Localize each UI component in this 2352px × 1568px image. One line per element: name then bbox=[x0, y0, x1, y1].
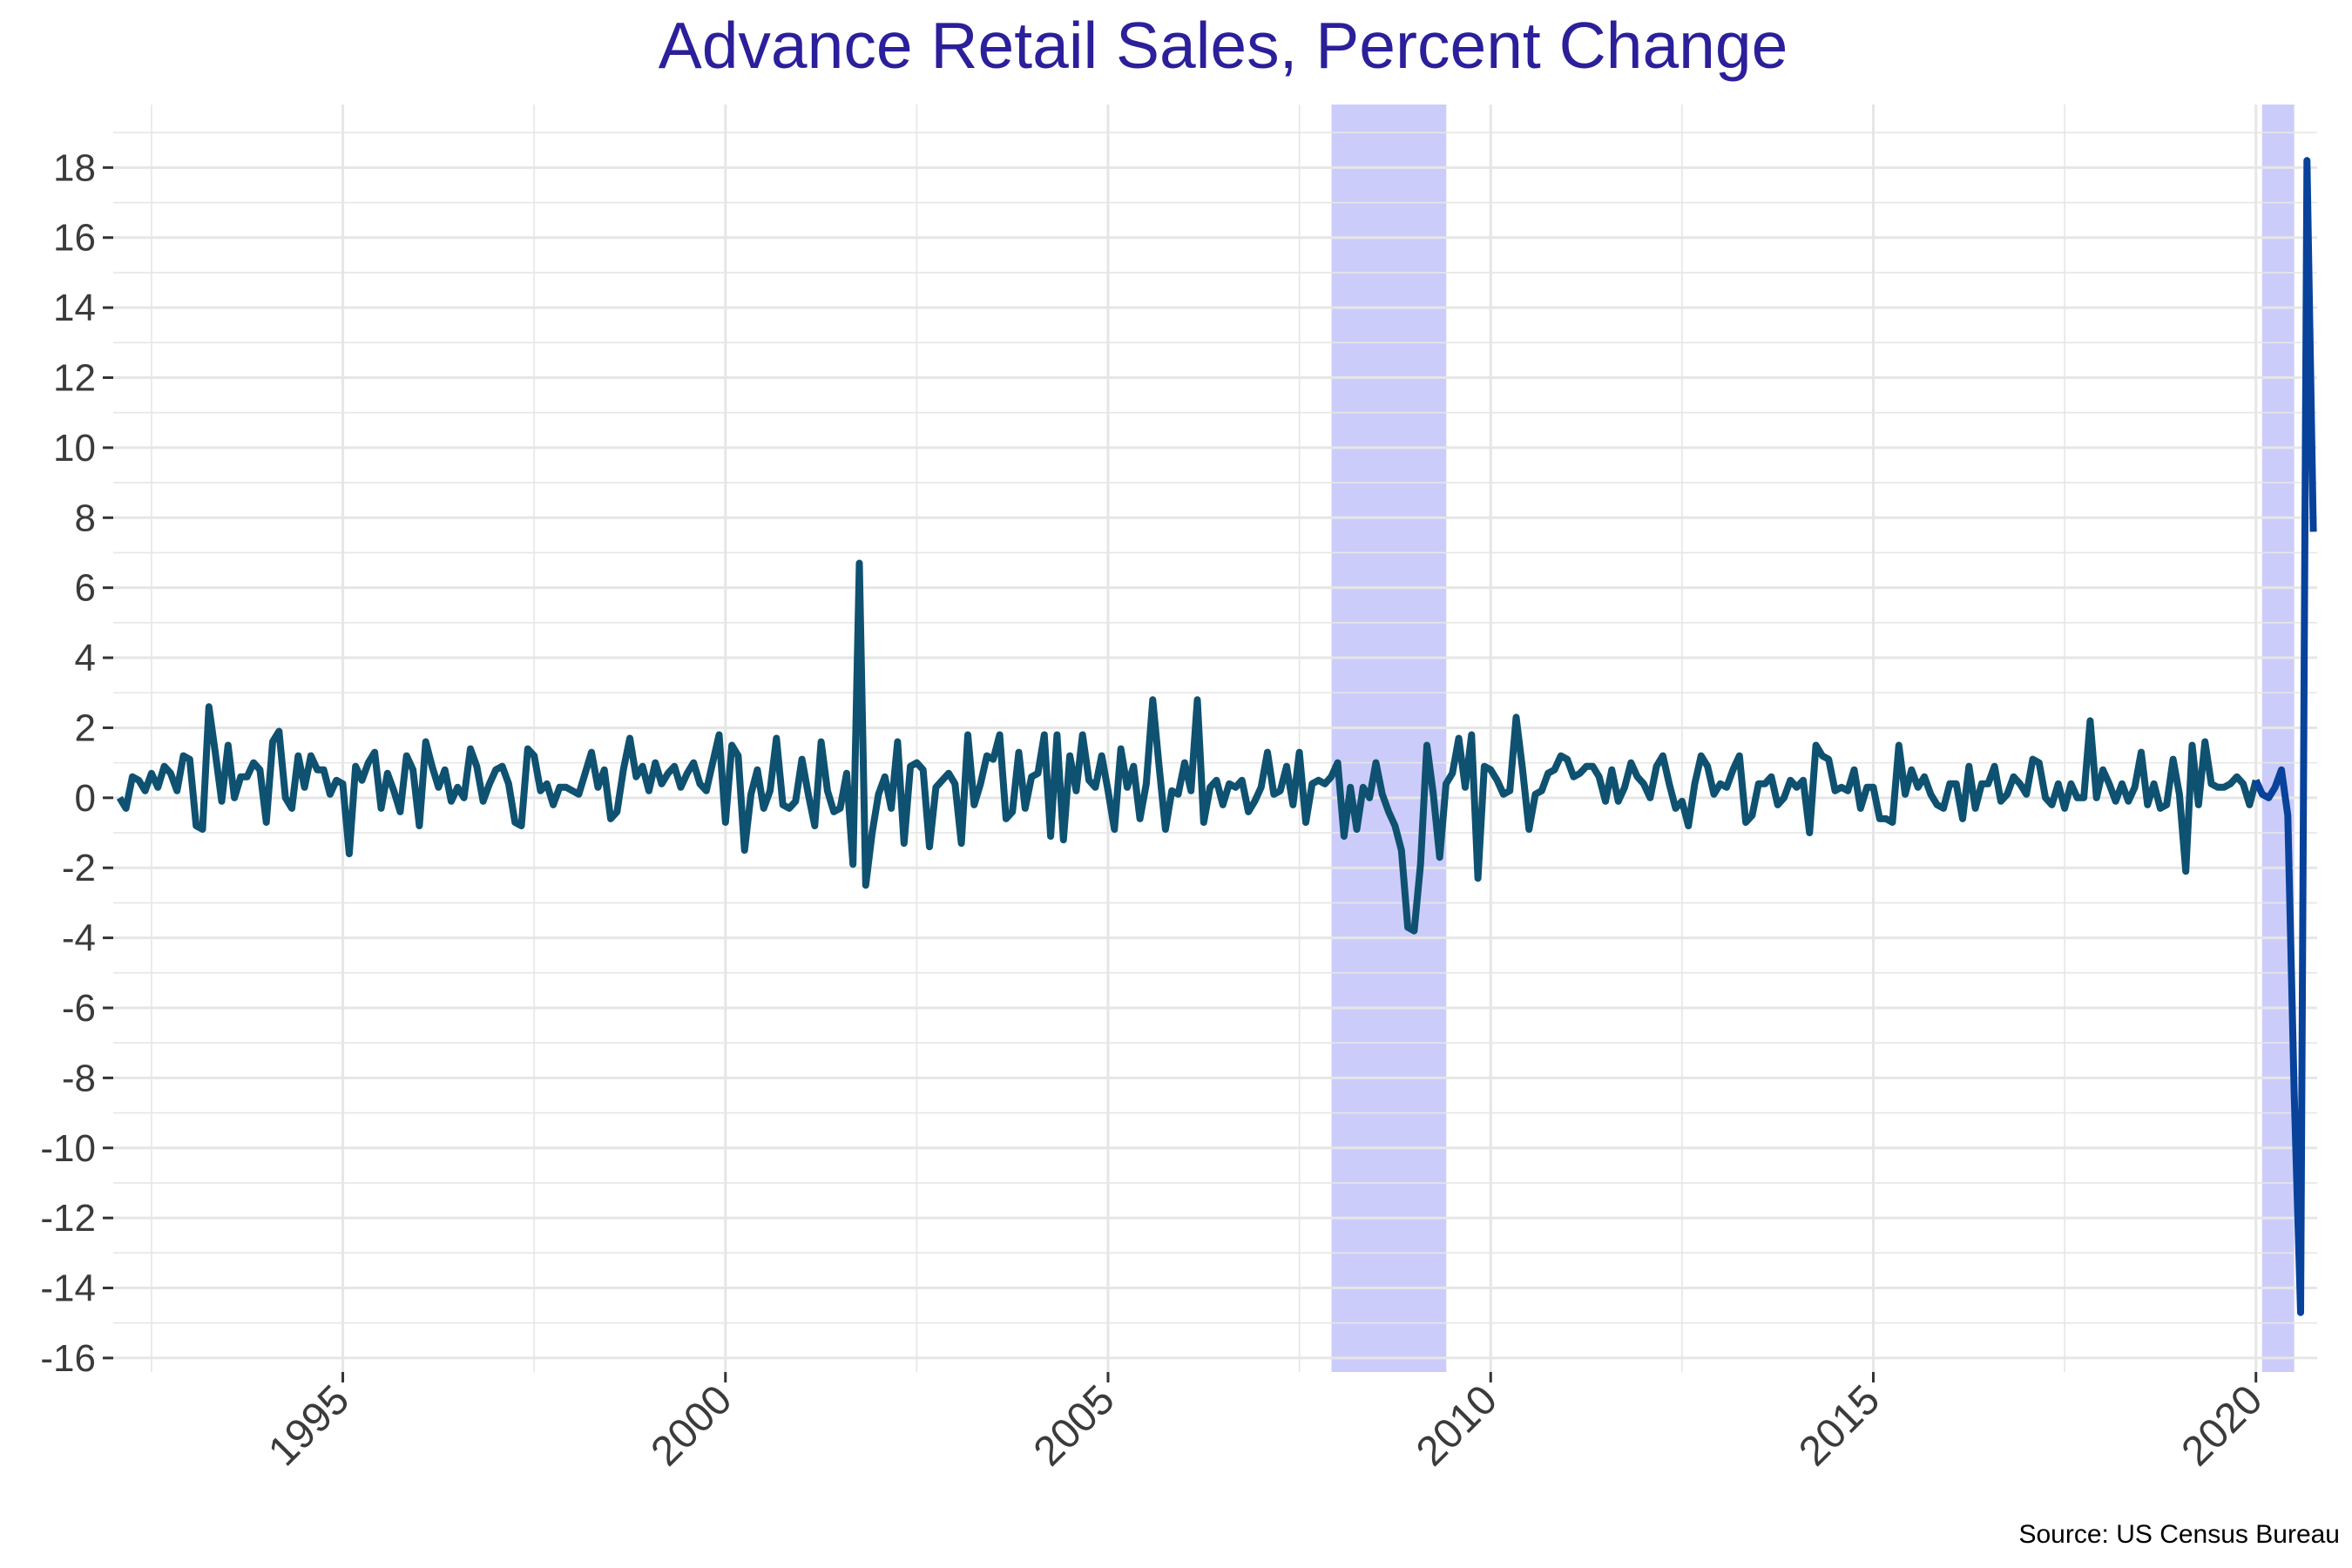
y-tick-label: -4 bbox=[62, 917, 96, 960]
x-tick-label: 2000 bbox=[643, 1376, 741, 1475]
y-tick-label: 18 bbox=[53, 146, 96, 189]
y-tick-label: -10 bbox=[40, 1127, 96, 1170]
chart-title: Advance Retail Sales, Percent Change bbox=[659, 9, 1788, 82]
x-axis: 1995 2000 2005 2010 2015 2020 bbox=[260, 1372, 2272, 1475]
y-tick-label: 14 bbox=[53, 287, 96, 329]
y-tick-label: 6 bbox=[75, 567, 96, 610]
y-tick-label: -8 bbox=[62, 1057, 96, 1099]
recession-band-1 bbox=[2261, 105, 2295, 1372]
recession-band-0 bbox=[1331, 105, 1447, 1372]
y-tick-label: -16 bbox=[40, 1337, 96, 1380]
series-line-2020 bbox=[2253, 157, 2317, 1316]
source-note: Source: US Census Bureau bbox=[2018, 1520, 2340, 1549]
x-tick-label: 2020 bbox=[2173, 1376, 2272, 1475]
y-tick-label: 12 bbox=[53, 357, 96, 400]
data-series bbox=[116, 157, 2317, 1316]
y-tick-label: -14 bbox=[40, 1267, 96, 1310]
y-axis: -16 -14 -12 -10 -8 -6 -4 -2 0 2 4 6 8 10 12 14 16 18 bbox=[40, 146, 113, 1380]
y-tick-label: -12 bbox=[40, 1197, 96, 1240]
x-tick-label: 2010 bbox=[1408, 1376, 1506, 1475]
series-line bbox=[116, 559, 2260, 935]
x-tick-label: 1995 bbox=[260, 1376, 358, 1475]
y-tick-label: -2 bbox=[62, 847, 96, 889]
recession-bands bbox=[1331, 105, 2295, 1372]
gridlines bbox=[113, 105, 2317, 1372]
y-tick-label: 8 bbox=[75, 497, 96, 539]
y-tick-label: -6 bbox=[62, 987, 96, 1030]
y-tick-label: 0 bbox=[75, 777, 96, 820]
y-tick-label: 16 bbox=[53, 217, 96, 260]
x-tick-label: 2005 bbox=[1025, 1376, 1124, 1475]
y-tick-label: 10 bbox=[53, 427, 96, 470]
x-tick-label: 2015 bbox=[1790, 1376, 1889, 1475]
y-tick-label: 2 bbox=[75, 706, 96, 749]
y-tick-label: 4 bbox=[75, 637, 96, 679]
